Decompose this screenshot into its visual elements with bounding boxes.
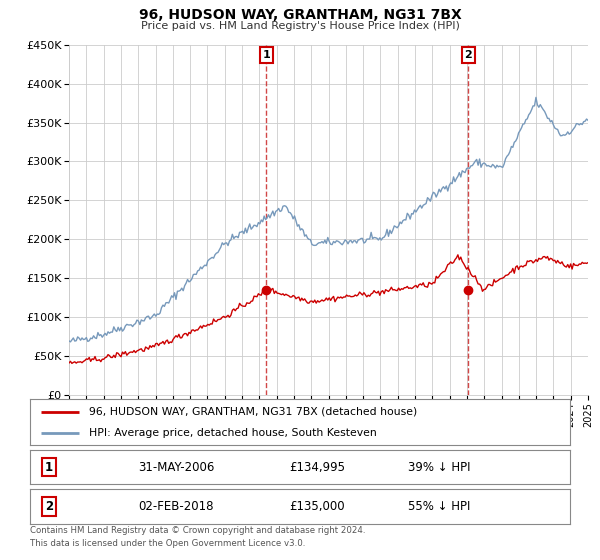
Text: 55% ↓ HPI: 55% ↓ HPI [408, 500, 470, 513]
Text: £134,995: £134,995 [289, 460, 345, 474]
Text: £135,000: £135,000 [289, 500, 345, 513]
Text: 31-MAY-2006: 31-MAY-2006 [138, 460, 214, 474]
Text: This data is licensed under the Open Government Licence v3.0.: This data is licensed under the Open Gov… [30, 539, 305, 548]
Text: 2: 2 [464, 50, 472, 60]
Text: Contains HM Land Registry data © Crown copyright and database right 2024.: Contains HM Land Registry data © Crown c… [30, 526, 365, 535]
Text: 2: 2 [45, 500, 53, 513]
Text: 02-FEB-2018: 02-FEB-2018 [138, 500, 214, 513]
Text: Price paid vs. HM Land Registry's House Price Index (HPI): Price paid vs. HM Land Registry's House … [140, 21, 460, 31]
Text: 96, HUDSON WAY, GRANTHAM, NG31 7BX (detached house): 96, HUDSON WAY, GRANTHAM, NG31 7BX (deta… [89, 407, 418, 417]
Text: HPI: Average price, detached house, South Kesteven: HPI: Average price, detached house, Sout… [89, 428, 377, 438]
Text: 96, HUDSON WAY, GRANTHAM, NG31 7BX: 96, HUDSON WAY, GRANTHAM, NG31 7BX [139, 8, 461, 22]
Text: 39% ↓ HPI: 39% ↓ HPI [408, 460, 470, 474]
Text: 1: 1 [263, 50, 270, 60]
Text: 1: 1 [45, 460, 53, 474]
